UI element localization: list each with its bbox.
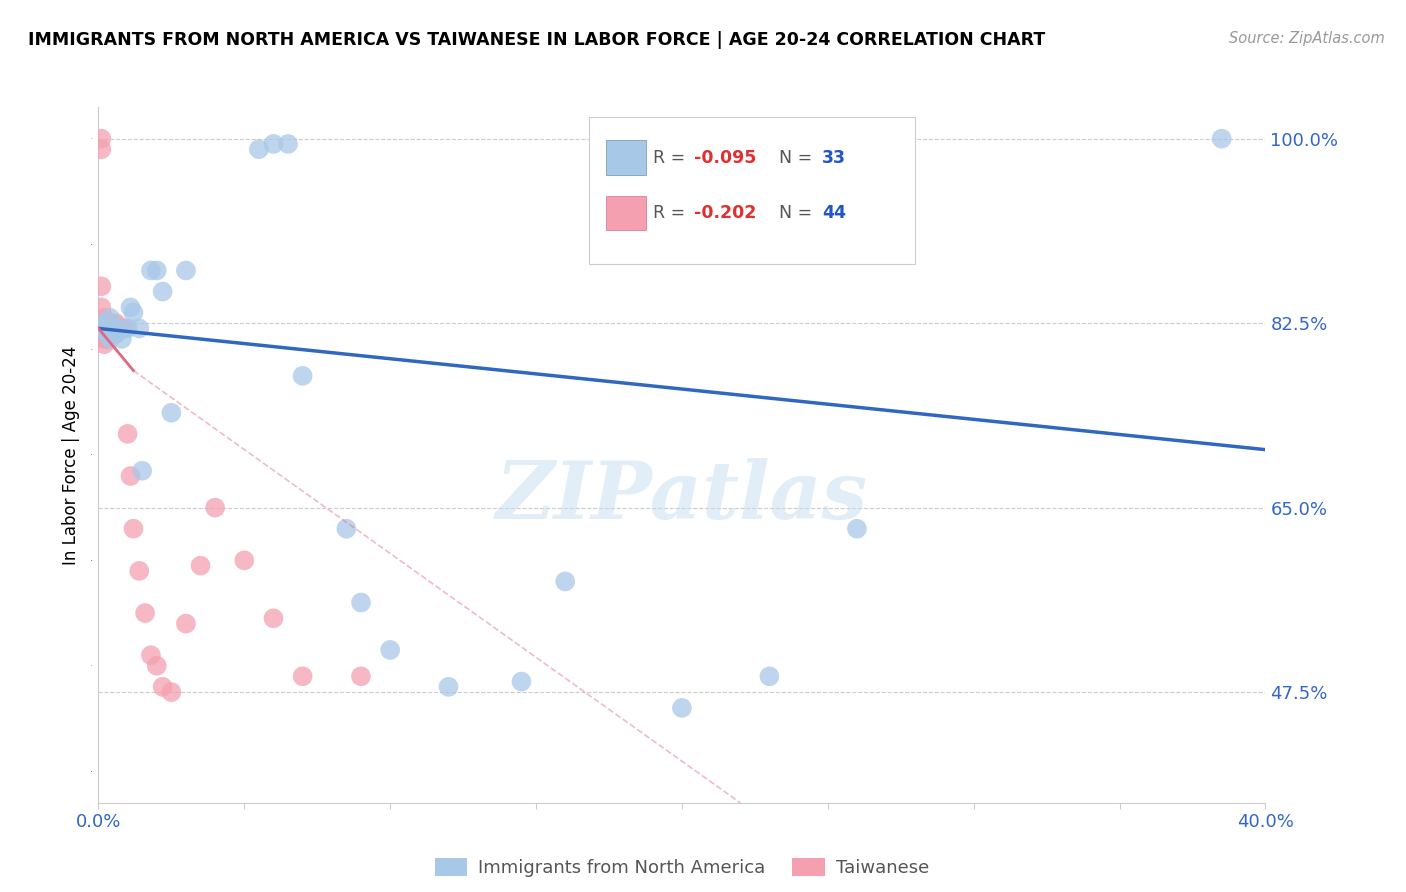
- Text: N =: N =: [779, 149, 817, 167]
- Point: [120, 301, 142, 315]
- Point: [510, 674, 533, 689]
- Point: [1211, 131, 1233, 145]
- Point: [277, 136, 299, 151]
- Point: [146, 658, 169, 673]
- Text: -0.202: -0.202: [693, 204, 756, 222]
- Point: [204, 500, 226, 515]
- Point: [190, 558, 212, 573]
- Point: [90, 301, 112, 315]
- Text: 33: 33: [823, 149, 846, 167]
- Text: Source: ZipAtlas.com: Source: ZipAtlas.com: [1229, 31, 1385, 46]
- Point: [90, 142, 112, 156]
- Point: [554, 574, 576, 589]
- Point: [93, 332, 115, 346]
- Point: [96, 326, 118, 341]
- Point: [98, 326, 121, 341]
- Point: [98, 310, 121, 325]
- Point: [98, 321, 121, 335]
- Point: [350, 669, 373, 683]
- Text: R =: R =: [652, 149, 690, 167]
- Point: [128, 321, 150, 335]
- Point: [98, 316, 121, 330]
- FancyBboxPatch shape: [589, 118, 915, 264]
- Point: [139, 263, 162, 277]
- Point: [350, 595, 373, 609]
- Point: [111, 321, 134, 335]
- Point: [291, 669, 314, 683]
- Point: [93, 321, 115, 335]
- Point: [90, 279, 112, 293]
- Point: [90, 316, 112, 330]
- Point: [380, 643, 402, 657]
- Text: ZIPatlas: ZIPatlas: [496, 458, 868, 535]
- Point: [152, 680, 174, 694]
- Point: [96, 316, 118, 330]
- Point: [291, 368, 314, 383]
- Point: [117, 321, 139, 335]
- Point: [104, 326, 127, 341]
- Point: [160, 406, 183, 420]
- Legend: Immigrants from North America, Taiwanese: Immigrants from North America, Taiwanese: [427, 850, 936, 884]
- Text: IMMIGRANTS FROM NORTH AMERICA VS TAIWANESE IN LABOR FORCE | AGE 20-24 CORRELATIO: IMMIGRANTS FROM NORTH AMERICA VS TAIWANE…: [28, 31, 1046, 49]
- Point: [90, 321, 112, 335]
- Point: [101, 326, 124, 341]
- Point: [120, 469, 142, 483]
- Point: [104, 316, 127, 330]
- Point: [93, 326, 115, 341]
- Point: [139, 648, 162, 663]
- Point: [262, 611, 284, 625]
- Point: [335, 522, 357, 536]
- Point: [262, 136, 284, 151]
- Point: [174, 616, 197, 631]
- Point: [90, 321, 112, 335]
- Point: [146, 263, 169, 277]
- Point: [160, 685, 183, 699]
- Point: [104, 326, 127, 341]
- Point: [128, 564, 150, 578]
- Point: [96, 326, 118, 341]
- Point: [174, 263, 197, 277]
- Point: [96, 321, 118, 335]
- Point: [108, 321, 131, 335]
- Point: [437, 680, 460, 694]
- Y-axis label: In Labor Force | Age 20-24: In Labor Force | Age 20-24: [62, 345, 80, 565]
- Point: [247, 142, 270, 156]
- Point: [111, 332, 134, 346]
- Point: [93, 316, 115, 330]
- Text: 44: 44: [823, 204, 846, 222]
- Point: [101, 316, 124, 330]
- Point: [122, 305, 145, 319]
- Point: [93, 337, 115, 351]
- Point: [90, 131, 112, 145]
- Point: [131, 464, 153, 478]
- FancyBboxPatch shape: [606, 196, 645, 230]
- Point: [93, 310, 115, 325]
- Point: [122, 522, 145, 536]
- Text: N =: N =: [779, 204, 817, 222]
- Point: [134, 606, 156, 620]
- Point: [98, 332, 121, 346]
- Point: [233, 553, 256, 567]
- Point: [846, 522, 869, 536]
- Point: [101, 321, 124, 335]
- Point: [117, 426, 139, 441]
- Point: [108, 321, 131, 335]
- Point: [152, 285, 174, 299]
- Point: [114, 321, 136, 335]
- Point: [101, 321, 124, 335]
- Text: R =: R =: [652, 204, 690, 222]
- Point: [104, 321, 127, 335]
- Point: [671, 701, 693, 715]
- Point: [758, 669, 780, 683]
- Text: -0.095: -0.095: [693, 149, 756, 167]
- Point: [96, 332, 118, 346]
- Point: [93, 316, 115, 330]
- FancyBboxPatch shape: [606, 140, 645, 175]
